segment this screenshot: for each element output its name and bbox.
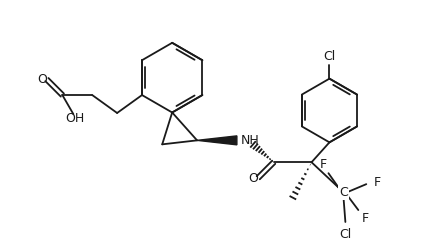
Text: F: F xyxy=(362,212,369,226)
Text: C: C xyxy=(339,186,348,199)
Polygon shape xyxy=(197,136,237,145)
Text: F: F xyxy=(320,158,327,171)
Text: NH: NH xyxy=(241,134,260,147)
Text: F: F xyxy=(373,176,381,189)
Text: Cl: Cl xyxy=(339,228,352,242)
Text: O: O xyxy=(248,172,258,185)
Text: Cl: Cl xyxy=(323,50,335,63)
Text: OH: OH xyxy=(66,112,85,124)
Text: O: O xyxy=(37,73,47,86)
